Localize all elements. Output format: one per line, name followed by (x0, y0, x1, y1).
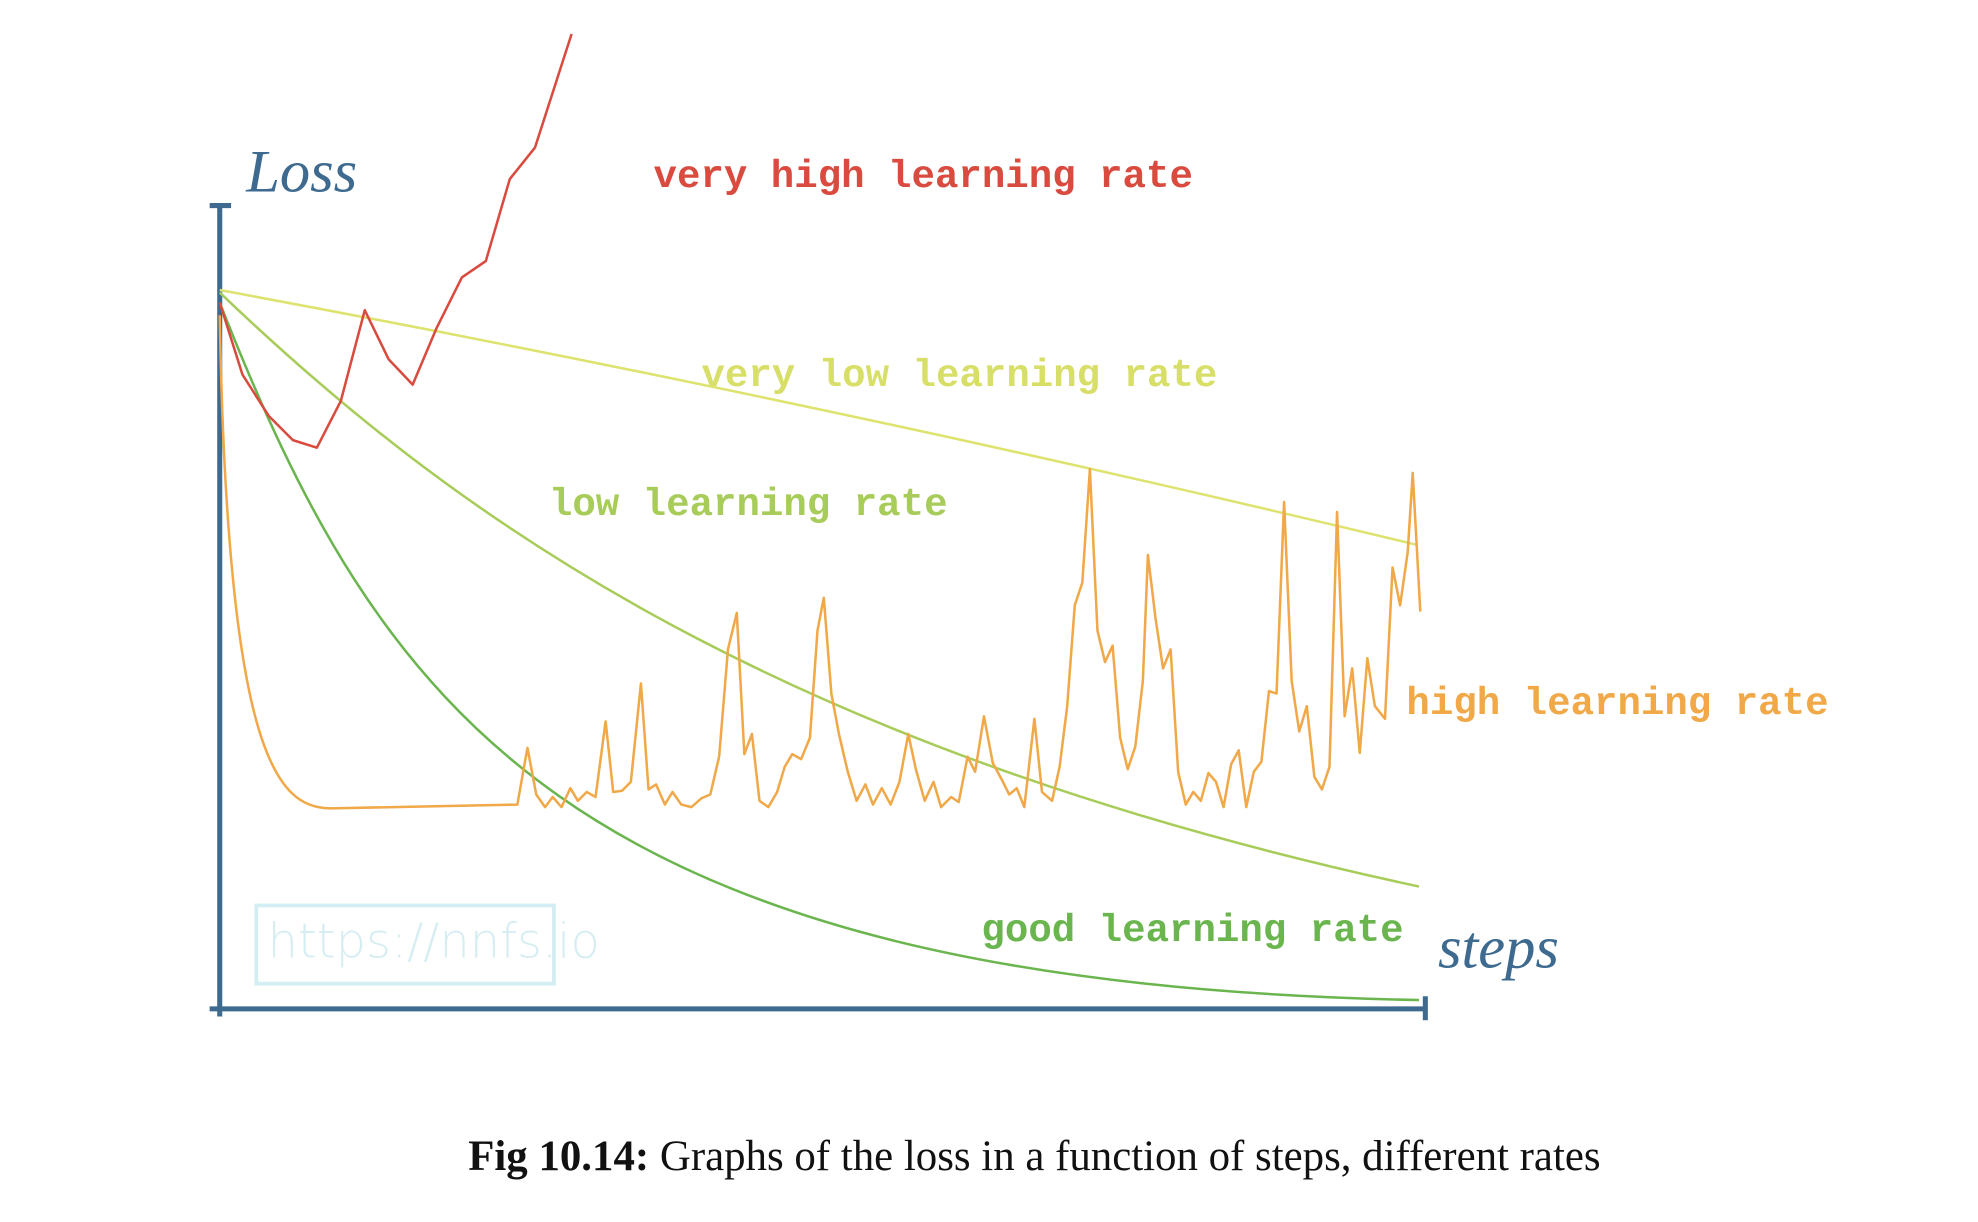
x-axis-label: steps (1438, 914, 1559, 981)
caption: Fig 10.14: Graphs of the loss in a funct… (468, 1133, 1600, 1180)
watermark: https://nnfs.io (268, 915, 600, 970)
low-label: low learning rate (549, 482, 948, 527)
caption-text: Graphs of the loss in a function of step… (649, 1133, 1600, 1180)
caption-label: Fig 10.14: (468, 1133, 649, 1180)
good-label: good learning rate (981, 908, 1403, 953)
very-low-label: very low learning rate (701, 353, 1217, 398)
high-curve (218, 315, 1422, 810)
very-low-curve (219, 288, 1417, 547)
watermark-box (254, 903, 556, 986)
very-high-curve (218, 33, 573, 449)
high-label: high learning rate (1406, 681, 1828, 726)
good-curve (218, 302, 1420, 1002)
y-axis-label: Loss (245, 139, 357, 206)
low-curve (218, 291, 1420, 888)
axes (209, 203, 1428, 1021)
very-high-label: very high learning rate (654, 154, 1193, 199)
